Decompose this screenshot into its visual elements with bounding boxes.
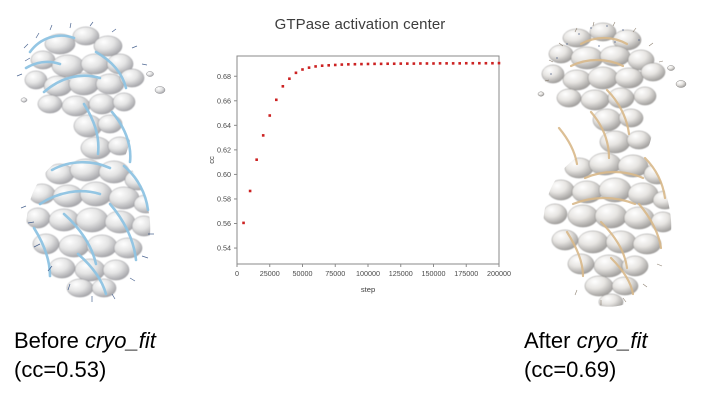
caption-after-prefix: After [524, 328, 577, 353]
x-tick-label: 50000 [293, 269, 313, 278]
y-tick-label: 0.66 [217, 96, 231, 105]
data-point [320, 64, 324, 67]
chart-title: GTPase activation center [274, 16, 446, 33]
cryoem-map-before-svg [16, 21, 166, 302]
data-point [333, 63, 337, 67]
x-tick-label: 200000 [487, 269, 511, 278]
data-point [360, 62, 363, 66]
data-point [353, 62, 357, 66]
data-point [419, 62, 422, 65]
y-tick-label: 0.54 [217, 244, 231, 253]
data-point [242, 221, 245, 225]
data-point [301, 68, 304, 71]
caption-after: After cryo_fit (cc=0.69) [524, 326, 648, 384]
data-point [432, 62, 435, 65]
chart-svg: 0.54 0.56 0.58 0.60 0.62 0.64 0.66 0.68 0 25000 5… [207, 55, 511, 294]
x-tick-label: 0 [235, 269, 239, 278]
caption-before-prefix: Before [14, 328, 85, 353]
density-specks-before [20, 71, 166, 103]
y-tick-label: 0.58 [217, 195, 231, 204]
data-point [248, 189, 252, 193]
caption-before-cc: (cc=0.53) [14, 357, 107, 383]
data-point [307, 66, 311, 69]
data-point [491, 61, 494, 65]
data-point [347, 63, 350, 66]
data-point [255, 158, 258, 161]
data-point [484, 61, 488, 65]
data-point [497, 61, 501, 65]
molecule-render-after [515, 8, 720, 316]
caption-before-italic: cryo_fit [84, 328, 156, 353]
y-axis-title: cc [207, 156, 216, 164]
x-axis-ticks: 0 25000 50000 75000 100000 125000 150000 175000… [235, 264, 511, 278]
model-ribbon-before [24, 34, 150, 296]
data-point [464, 61, 468, 65]
data-point [451, 62, 455, 65]
model-ribbon-after [557, 36, 667, 296]
x-tick-label: 125000 [389, 269, 413, 278]
data-point [366, 62, 370, 66]
caption-after-italic: cryo_fit [576, 328, 648, 353]
x-axis-title: step [361, 285, 375, 294]
x-tick-label: 150000 [422, 269, 446, 278]
data-point [392, 62, 396, 66]
density-blob-cluster-after [541, 22, 678, 307]
y-tick-label: 0.64 [217, 121, 231, 130]
y-tick-label: 0.60 [217, 170, 231, 179]
data-point [412, 62, 416, 65]
x-tick-label: 100000 [356, 269, 380, 278]
density-specks-after [537, 65, 687, 97]
y-tick-label: 0.68 [217, 72, 231, 81]
data-point [399, 62, 403, 65]
plot-frame [236, 55, 500, 265]
data-point [425, 62, 429, 65]
x-tick-label: 75000 [325, 269, 345, 278]
data-point [261, 134, 265, 137]
data-point [327, 64, 330, 67]
molecule-render-before [0, 8, 205, 316]
x-tick-label: 25000 [260, 269, 280, 278]
data-point [458, 62, 461, 65]
model-sidechain-sticks-before [16, 21, 154, 302]
data-point [373, 62, 376, 66]
y-axis-ticks: 0.54 0.56 0.58 0.60 0.62 0.64 0.66 0.68 [217, 72, 237, 253]
model-atom-dots-after [550, 25, 640, 75]
cryoem-map-after-svg [537, 21, 687, 307]
data-point [445, 62, 448, 65]
model-sidechain-sticks-after [544, 21, 664, 305]
data-point [340, 63, 344, 66]
y-tick-label: 0.62 [217, 145, 231, 154]
data-point [314, 65, 317, 68]
density-blob-cluster-before [24, 26, 159, 298]
data-point [438, 62, 442, 65]
data-point [406, 62, 409, 65]
data-point [294, 71, 298, 75]
data-point-series [242, 61, 501, 225]
data-point [275, 98, 278, 102]
data-point [281, 85, 285, 88]
caption-after-cc: (cc=0.69) [524, 357, 617, 383]
data-point [471, 61, 475, 65]
x-tick-label: 175000 [454, 269, 478, 278]
data-point [288, 77, 291, 81]
data-point [268, 114, 272, 117]
cc-vs-step-chart: GTPase activation center 0.54 0.56 0.58 0.6… [205, 8, 515, 304]
y-tick-label: 0.56 [217, 219, 231, 228]
data-point [386, 62, 389, 66]
data-point [379, 62, 383, 66]
caption-before: Before cryo_fit (cc=0.53) [14, 326, 156, 384]
data-point [478, 61, 481, 65]
